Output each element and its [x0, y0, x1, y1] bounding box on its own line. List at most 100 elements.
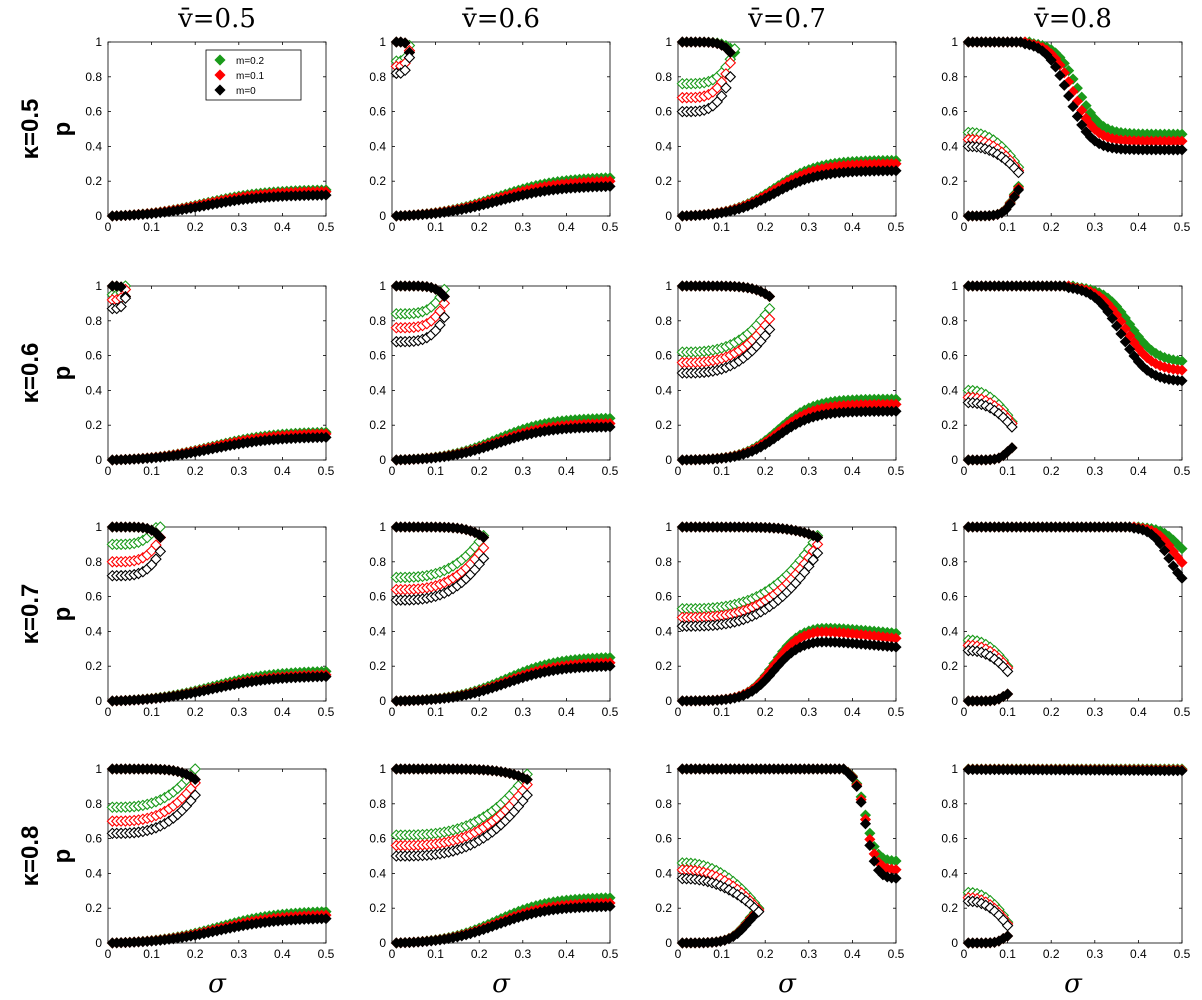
y-axis-label: p [49, 849, 76, 864]
marker-high-m01 [1063, 76, 1075, 88]
y-tick-label: 0.8 [85, 797, 102, 811]
x-tick-label: 0.1 [143, 947, 160, 961]
y-tick-label: 0.8 [655, 70, 672, 84]
x-tick-label: 0.3 [1086, 220, 1103, 234]
x-tick-label: 0 [675, 947, 682, 961]
x-axis-label: σ [208, 969, 227, 999]
y-tick-label: 0.2 [655, 901, 672, 915]
x-tick-label: 0.5 [602, 705, 619, 719]
x-tick-label: 0.5 [602, 464, 619, 478]
y-tick-label: 0.8 [369, 70, 386, 84]
x-tick-label: 0 [389, 464, 396, 478]
x-tick-label: 0 [675, 220, 682, 234]
x-tick-label: 0.3 [800, 705, 817, 719]
y-tick-label: 0.6 [941, 832, 958, 846]
marker-low-m0 [604, 180, 616, 192]
x-tick-label: 0.1 [999, 705, 1016, 719]
y-tick-label: 1 [379, 520, 386, 534]
marker-high-m0 [1063, 90, 1075, 102]
x-tick-label: 0.2 [757, 220, 774, 234]
y-tick-label: 0.2 [941, 901, 958, 915]
y-tick-label: 0.4 [941, 139, 958, 153]
y-tick-label: 0.6 [941, 590, 958, 604]
y-tick-label: 1 [95, 35, 102, 49]
marker-high-m0 [1049, 61, 1062, 73]
marker-high-m0 [1054, 69, 1066, 82]
x-tick-label: 0.1 [427, 464, 444, 478]
x-tick-label: 0.2 [187, 947, 204, 961]
x-tick-label: 0.1 [713, 220, 730, 234]
y-tick-label: 0.8 [369, 555, 386, 569]
x-tick-label: 0 [961, 464, 968, 478]
axes-frame [391, 526, 611, 702]
x-tick-label: 0.5 [888, 947, 905, 961]
y-tick-label: 0 [379, 209, 386, 223]
x-tick-label: 0.4 [274, 705, 291, 719]
y-tick-label: 1 [665, 762, 672, 776]
y-tick-label: 1 [95, 279, 102, 293]
x-tick-label: 0.5 [888, 705, 905, 719]
x-tick-label: 0.2 [187, 464, 204, 478]
y-tick-label: 0.2 [655, 659, 672, 673]
panel-r2-c2: 0 0.1 0.2 0.3 0.4 0.5 0 0.2 0.4 0.6 0.8 1 [655, 520, 904, 719]
x-tick-label: 0.4 [844, 705, 861, 719]
x-tick-label: 0.3 [230, 220, 247, 234]
y-tick-label: 0 [379, 694, 386, 708]
panel-r0-c0: 0 0.1 0.2 0.3 0.4 0.5 0 0.2 0.4 0.6 0.8 1 [85, 35, 334, 234]
y-tick-label: 0.8 [369, 797, 386, 811]
marker-high-m0 [115, 281, 127, 293]
legend-label: m=0.2 [236, 56, 265, 67]
y-tick-label: 0.4 [369, 383, 386, 397]
y-tick-label: 0.2 [655, 174, 672, 188]
y-tick-label: 0.2 [369, 418, 386, 432]
x-tick-label: 0.2 [1043, 705, 1060, 719]
y-tick-label: 0.4 [655, 624, 672, 638]
y-tick-label: 0.6 [369, 832, 386, 846]
x-tick-label: 0.4 [1130, 464, 1147, 478]
x-tick-label: 0.2 [187, 220, 204, 234]
marker-high-m0 [1076, 119, 1088, 131]
y-axis-label: p [49, 122, 76, 137]
x-tick-label: 0 [961, 705, 968, 719]
marker-low-m0 [604, 421, 616, 433]
row-title: κ=0.8 [17, 826, 44, 887]
marker-low-m0 [1012, 184, 1025, 196]
x-tick-label: 0.2 [471, 947, 488, 961]
x-tick-label: 0.2 [1043, 947, 1060, 961]
y-tick-label: 1 [95, 762, 102, 776]
y-tick-label: 0.6 [655, 105, 672, 119]
x-tick-label: 0.1 [999, 464, 1016, 478]
x-tick-label: 0.5 [1174, 220, 1191, 234]
marker-low-m0 [1008, 191, 1020, 203]
y-tick-label: 0.2 [655, 418, 672, 432]
x-tick-label: 0.3 [800, 464, 817, 478]
x-tick-label: 0.3 [514, 464, 531, 478]
panel-r2-c3: 0 0.1 0.2 0.3 0.4 0.5 0 0.2 0.4 0.6 0.8 1 [941, 520, 1190, 719]
column-title: v̄=0.5 [177, 4, 256, 34]
y-tick-label: 1 [665, 520, 672, 534]
marker-open-m0 [724, 71, 737, 83]
x-tick-label: 0.3 [514, 705, 531, 719]
y-tick-label: 0.4 [941, 624, 958, 638]
y-tick-label: 0.2 [85, 901, 102, 915]
y-tick-label: 0.2 [369, 901, 386, 915]
y-tick-label: 0.8 [941, 70, 958, 84]
x-tick-label: 0.4 [844, 947, 861, 961]
x-tick-label: 0.5 [318, 220, 335, 234]
axes-frame [391, 285, 611, 461]
y-tick-label: 1 [951, 35, 958, 49]
marker-high-m0 [724, 46, 736, 59]
x-tick-label: 0.3 [514, 220, 531, 234]
x-axis-label: σ [1064, 969, 1083, 999]
marker-high-m0 [1067, 101, 1079, 113]
x-tick-label: 0.2 [757, 705, 774, 719]
marker-high-m0 [1176, 144, 1188, 156]
y-tick-label: 0.2 [941, 659, 958, 673]
x-tick-label: 0.3 [230, 947, 247, 961]
x-tick-label: 0.1 [999, 220, 1016, 234]
y-tick-label: 0.2 [941, 418, 958, 432]
y-tick-label: 0.4 [85, 383, 102, 397]
y-tick-label: 0.2 [369, 174, 386, 188]
x-tick-label: 0.3 [230, 705, 247, 719]
